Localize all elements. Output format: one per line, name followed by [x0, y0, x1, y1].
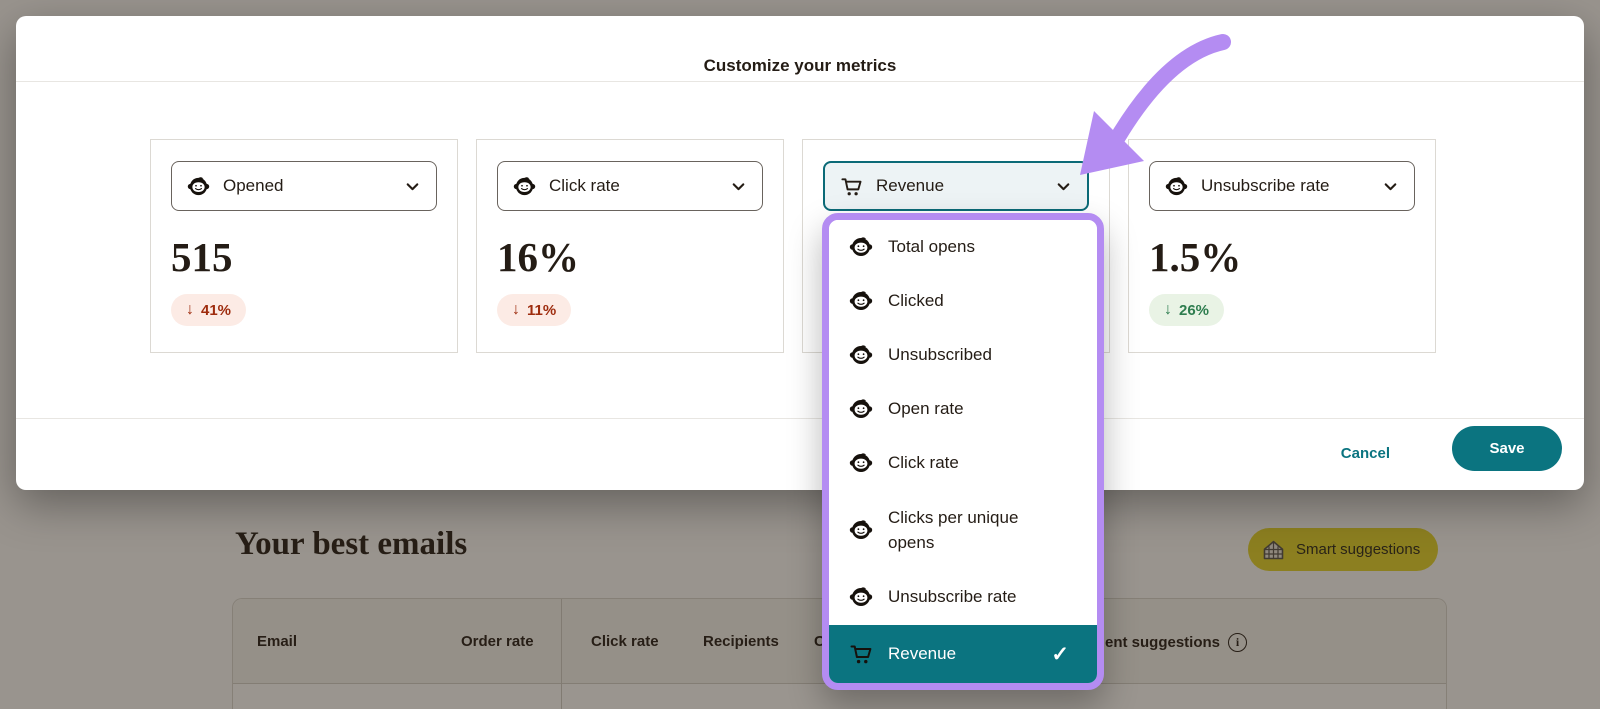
dropdown-option-revenue-selected[interactable]: Revenue ✓	[829, 625, 1097, 683]
page-title: Your best emails	[235, 526, 468, 562]
smart-suggestions-badge[interactable]: Smart suggestions	[1248, 528, 1439, 571]
metric-cards-row: Opened 515 ↓ 41% Click rate 16% ↓ 11%	[150, 139, 1436, 353]
column-header-content-suggestions[interactable]: ent suggestions i	[1105, 633, 1248, 652]
info-icon[interactable]: i	[1228, 633, 1248, 652]
customize-metrics-modal: Customize your metrics Opened 515 ↓ 41% …	[16, 16, 1584, 490]
metric-delta-badge: ↓ 41%	[171, 294, 247, 326]
down-arrow-icon: ↓	[186, 301, 194, 318]
down-arrow-icon: ↓	[1164, 301, 1172, 318]
freddie-icon	[849, 235, 873, 259]
metric-select-label: Opened	[223, 176, 284, 195]
dropdown-option-unsubscribe-rate[interactable]: Unsubscribe rate	[829, 570, 1097, 624]
metric-delta-value: 41%	[201, 301, 232, 319]
dropdown-option-click-rate[interactable]: Click rate	[829, 436, 1097, 490]
metric-delta-value: 11%	[527, 301, 557, 319]
down-arrow-icon: ↓	[512, 301, 520, 318]
metric-select-click-rate[interactable]: Click rate	[497, 161, 763, 211]
chevron-down-icon	[1382, 178, 1399, 195]
column-header-recipients[interactable]: Recipients	[703, 633, 779, 650]
freddie-icon	[849, 343, 873, 367]
metric-select-unsubscribe-rate[interactable]: Unsubscribe rate	[1149, 161, 1415, 211]
dropdown-option-total-opens[interactable]: Total opens	[829, 220, 1097, 274]
metric-delta-value: 26%	[1179, 301, 1210, 319]
metric-dropdown-menu: Total opens Clicked Unsubscribed Open ra…	[822, 213, 1104, 690]
column-header-email[interactable]: Email	[257, 633, 298, 650]
dropdown-option-clicks-per-unique-opens[interactable]: Clicks per unique opens	[829, 490, 1097, 570]
chevron-down-icon	[404, 178, 421, 195]
chevron-down-icon	[730, 178, 747, 195]
metric-select-label: Unsubscribe rate	[1201, 176, 1330, 195]
column-header-partially-hidden[interactable]: C	[814, 633, 825, 650]
metric-select-revenue[interactable]: Revenue	[823, 161, 1089, 211]
freddie-icon	[187, 175, 210, 198]
smart-suggestions-label: Smart suggestions	[1296, 541, 1421, 558]
modal-title: Customize your metrics	[703, 56, 897, 75]
dropdown-option-open-rate[interactable]: Open rate	[829, 382, 1097, 436]
table-column-divider	[561, 599, 562, 709]
metric-select-opened[interactable]: Opened	[171, 161, 437, 211]
metric-delta-badge: ↓ 11%	[497, 294, 572, 326]
freddie-icon	[849, 585, 873, 609]
freddie-icon	[849, 397, 873, 421]
freddie-icon	[849, 518, 873, 542]
dropdown-option-clicked[interactable]: Clicked	[829, 274, 1097, 328]
metric-value: 1.5%	[1149, 234, 1242, 280]
metric-select-label: Revenue	[876, 176, 945, 195]
dropdown-option-unsubscribed[interactable]: Unsubscribed	[829, 328, 1097, 382]
freddie-icon	[849, 289, 873, 313]
modal-footer-divider	[16, 418, 1584, 419]
metric-card-unsubscribe-rate: Unsubscribe rate 1.5% ↓ 26%	[1128, 139, 1436, 353]
modal-header-divider	[16, 81, 1584, 82]
metric-card-click-rate: Click rate 16% ↓ 11%	[476, 139, 784, 353]
metric-delta-badge: ↓ 26%	[1149, 294, 1225, 326]
metric-card-opened: Opened 515 ↓ 41%	[150, 139, 458, 353]
cart-icon	[849, 642, 873, 666]
metric-select-label: Click rate	[549, 176, 620, 195]
metric-value: 16%	[497, 234, 579, 280]
column-header-click-rate[interactable]: Click rate	[591, 633, 659, 650]
cart-icon	[840, 175, 863, 198]
annotation-arrow-icon	[1080, 34, 1231, 175]
metric-value: 515	[171, 234, 233, 280]
cancel-button[interactable]: Cancel	[1335, 444, 1396, 463]
freddie-icon	[513, 175, 536, 198]
checkmark-icon: ✓	[1051, 642, 1069, 666]
freddie-icon	[849, 451, 873, 475]
save-button[interactable]: Save	[1452, 426, 1562, 471]
column-header-order-rate[interactable]: Order rate	[461, 633, 534, 650]
